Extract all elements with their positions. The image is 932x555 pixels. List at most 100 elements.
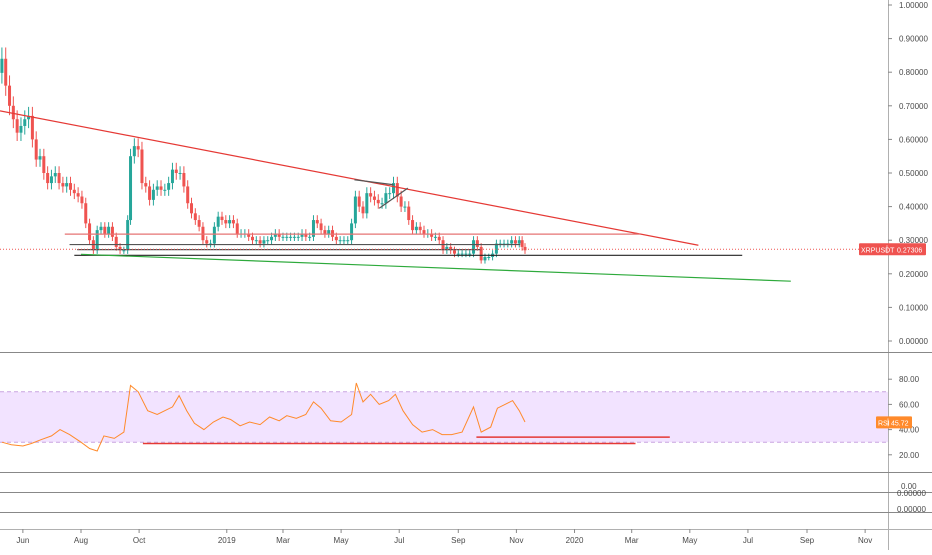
candle-body (197, 220, 201, 227)
candle-body (334, 236, 338, 241)
candle-body (23, 119, 27, 126)
candle-body (353, 196, 357, 224)
trend-line[interactable] (378, 187, 409, 209)
candle-body (357, 196, 361, 207)
candle-body (76, 193, 80, 197)
candle-body (186, 186, 190, 204)
candle-body (118, 246, 122, 251)
candle-body (445, 246, 449, 251)
last-price-badge: XRPUSDT 0.27306 (859, 243, 926, 256)
rsi-axis-tick-label: 80.00 (899, 375, 920, 384)
candle-body (148, 186, 152, 200)
last-price-value: 0.27306 (897, 247, 922, 254)
trend-line[interactable] (0, 110, 699, 246)
candle-body (277, 233, 281, 237)
candle-body (449, 246, 453, 251)
candle-body (311, 220, 315, 237)
candle-body (46, 173, 50, 184)
candle-body (266, 240, 270, 242)
rsi-value-badge: RSI 45.72 (876, 416, 912, 429)
candle-body (53, 173, 57, 177)
candle-body (72, 189, 76, 194)
candle-body (91, 240, 95, 251)
rsi-band (0, 391, 888, 443)
candle-body (107, 226, 111, 234)
candle-body (174, 169, 178, 173)
candle-body (285, 236, 289, 238)
candle-body (216, 216, 220, 227)
lower-pane-axis-label: 0.00000 (897, 489, 926, 498)
candle-body (201, 226, 205, 241)
candle-body (8, 85, 12, 106)
time-axis-tick-label: May (334, 536, 349, 545)
candle-body (487, 257, 491, 258)
candle-body (479, 246, 483, 261)
candle-body (254, 240, 258, 242)
price-axis-tick-label: 0.50000 (899, 169, 928, 178)
rsi-indicator-label: RSI (878, 420, 890, 427)
candle-body (456, 253, 460, 255)
time-axis-tick-label: Mar (276, 536, 290, 545)
candle-body (110, 226, 114, 237)
candle-body (159, 186, 163, 190)
time-axis-tick-label: Nov (858, 536, 872, 545)
candle-body (323, 230, 327, 234)
candle-body (235, 223, 239, 234)
trend-line[interactable] (354, 179, 394, 186)
time-axis-tick-label: Nov (509, 536, 523, 545)
candle-body (510, 240, 514, 244)
candle-body (433, 236, 437, 238)
candle-body (342, 240, 346, 242)
candle-body (289, 236, 293, 238)
rsi-last-value: 45.72 (891, 420, 909, 427)
candle-body (376, 199, 380, 204)
candle-body (441, 240, 445, 251)
time-axis-tick-label: Mar (625, 536, 639, 545)
candle-body (468, 253, 472, 255)
candle-body (395, 183, 399, 197)
candle-body (250, 236, 254, 241)
candle-body (475, 240, 479, 247)
candle-body (11, 105, 15, 120)
candle-body (388, 193, 392, 195)
candle-body (247, 233, 251, 237)
candle-body (258, 240, 262, 244)
time-axis-tick-label: Jul (394, 536, 404, 545)
candle-body (315, 220, 319, 224)
candle-body (144, 183, 148, 187)
candle-body (103, 226, 107, 234)
candle-body (304, 233, 308, 237)
candle-body (190, 203, 194, 214)
candle-body (167, 183, 171, 190)
candle-body (231, 220, 235, 224)
time-axis-tick-label: May (682, 536, 697, 545)
price-axis-tick-label: 0.00000 (899, 337, 928, 346)
candle-body (513, 240, 517, 244)
time-axis-tick-label: Sep (800, 536, 815, 545)
candle-body (182, 173, 186, 187)
candle-body (65, 183, 69, 187)
rsi-axis-tick-label: 60.00 (899, 400, 920, 409)
candle-body (369, 193, 373, 197)
candle-body (193, 213, 197, 221)
lower-pane-axis-label: 0.00 (901, 482, 917, 491)
candle-body (399, 196, 403, 207)
candle-body (4, 58, 8, 86)
candle-body (346, 240, 350, 242)
candle-body (319, 223, 323, 231)
price-axis-tick-label: 0.70000 (899, 102, 928, 111)
candle-body (380, 203, 384, 205)
price-axis-tick-label: 0.60000 (899, 135, 928, 144)
price-axis-tick-label: 1.00000 (899, 1, 928, 10)
candle-body (331, 230, 335, 237)
time-axis-tick-label: Jul (743, 536, 753, 545)
trend-line[interactable] (80, 253, 791, 282)
candle-body (80, 196, 84, 204)
time-axis-tick-label: Sep (451, 536, 466, 545)
candle-body (27, 115, 31, 120)
candle-body (129, 156, 133, 221)
price-axis-tick-label: 0.10000 (899, 303, 928, 312)
candle-body (34, 139, 38, 160)
